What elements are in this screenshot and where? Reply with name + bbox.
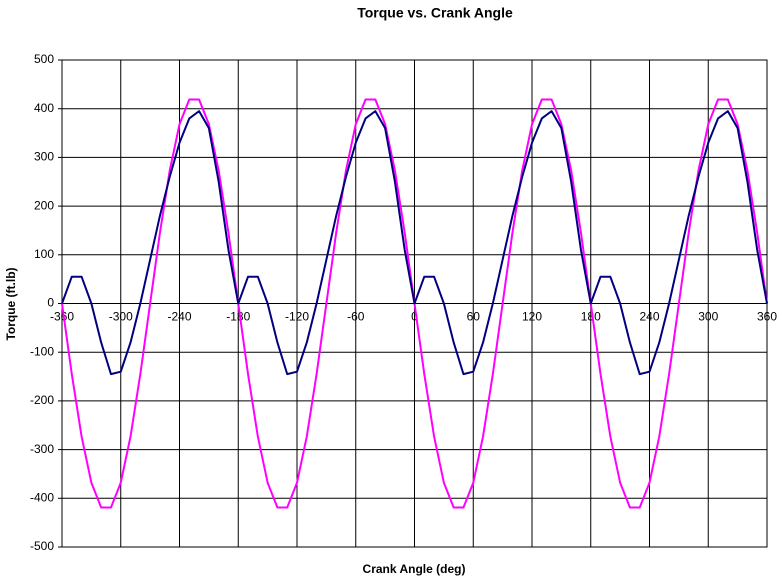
x-tick-label: -300 <box>109 310 133 324</box>
y-tick-label: -200 <box>30 393 54 407</box>
y-tick-label: 500 <box>34 52 54 66</box>
y-axis-title: Torque (ft.lb) <box>4 267 18 340</box>
y-tick-label: -100 <box>30 344 54 358</box>
x-tick-label: -180 <box>226 310 250 324</box>
x-tick-label: 120 <box>522 310 542 324</box>
x-tick-label: 180 <box>581 310 601 324</box>
x-tick-label: 240 <box>639 310 659 324</box>
x-tick-label: -240 <box>167 310 191 324</box>
y-tick-label: -400 <box>30 490 54 504</box>
x-tick-label: -120 <box>285 310 309 324</box>
y-tick-label: 200 <box>34 198 54 212</box>
y-tick-label: 0 <box>47 296 54 310</box>
x-tick-label: 300 <box>698 310 718 324</box>
x-tick-label: 0 <box>411 310 418 324</box>
y-tick-label: 300 <box>34 150 54 164</box>
y-tick-label: -500 <box>30 539 54 553</box>
x-axis-title: Crank Angle (deg) <box>363 562 466 576</box>
x-tick-label: -60 <box>347 310 365 324</box>
y-tick-label: -300 <box>30 442 54 456</box>
x-tick-label: 360 <box>757 310 777 324</box>
chart-title: Torque vs. Crank Angle <box>357 5 513 21</box>
x-tick-label: -360 <box>50 310 74 324</box>
series-line <box>61 110 768 376</box>
y-tick-label: 400 <box>34 101 54 115</box>
x-tick-label: 60 <box>467 310 481 324</box>
y-tick-label: 100 <box>34 247 54 261</box>
